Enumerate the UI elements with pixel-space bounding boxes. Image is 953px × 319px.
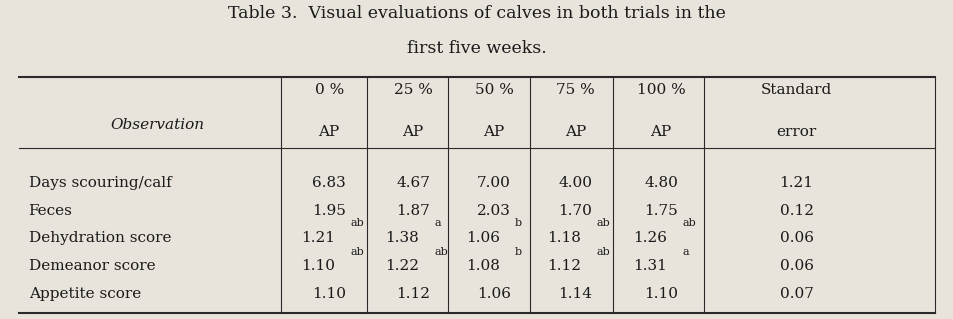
Text: 1.10: 1.10 bbox=[643, 287, 678, 301]
Text: AP: AP bbox=[402, 125, 423, 138]
Text: 1.18: 1.18 bbox=[546, 231, 580, 245]
Text: 75 %: 75 % bbox=[556, 83, 594, 97]
Text: Observation: Observation bbox=[111, 118, 204, 132]
Text: first five weeks.: first five weeks. bbox=[407, 40, 546, 57]
Text: 1.75: 1.75 bbox=[643, 204, 678, 218]
Text: ab: ab bbox=[350, 247, 363, 257]
Text: 1.21: 1.21 bbox=[300, 231, 335, 245]
Text: b: b bbox=[515, 218, 521, 228]
Text: b: b bbox=[515, 247, 521, 257]
Text: 6.83: 6.83 bbox=[312, 176, 346, 190]
Text: 4.00: 4.00 bbox=[558, 176, 592, 190]
Text: 1.95: 1.95 bbox=[312, 204, 346, 218]
Text: 50 %: 50 % bbox=[475, 83, 513, 97]
Text: Table 3.  Visual evaluations of calves in both trials in the: Table 3. Visual evaluations of calves in… bbox=[228, 5, 725, 22]
Text: 1.31: 1.31 bbox=[632, 259, 666, 273]
Text: ab: ab bbox=[434, 247, 447, 257]
Text: Demeanor score: Demeanor score bbox=[29, 259, 155, 273]
Text: error: error bbox=[776, 125, 816, 138]
Text: ab: ab bbox=[596, 247, 609, 257]
Text: 25 %: 25 % bbox=[394, 83, 432, 97]
Text: 1.14: 1.14 bbox=[558, 287, 592, 301]
Text: 0.06: 0.06 bbox=[779, 231, 813, 245]
Text: AP: AP bbox=[564, 125, 585, 138]
Text: 1.10: 1.10 bbox=[300, 259, 335, 273]
Text: a: a bbox=[434, 218, 440, 228]
Text: 1.12: 1.12 bbox=[395, 287, 430, 301]
Text: Feces: Feces bbox=[29, 204, 72, 218]
Text: 1.06: 1.06 bbox=[465, 231, 499, 245]
Text: AP: AP bbox=[650, 125, 671, 138]
Text: 1.08: 1.08 bbox=[465, 259, 499, 273]
Text: Appetite score: Appetite score bbox=[29, 287, 141, 301]
Text: 1.26: 1.26 bbox=[632, 231, 666, 245]
Text: 1.10: 1.10 bbox=[312, 287, 346, 301]
Text: Dehydration score: Dehydration score bbox=[29, 231, 171, 245]
Text: 0.06: 0.06 bbox=[779, 259, 813, 273]
Text: AP: AP bbox=[318, 125, 339, 138]
Text: 100 %: 100 % bbox=[636, 83, 685, 97]
Text: 4.80: 4.80 bbox=[643, 176, 678, 190]
Text: 1.70: 1.70 bbox=[558, 204, 592, 218]
Text: AP: AP bbox=[483, 125, 504, 138]
Text: Standard: Standard bbox=[760, 83, 831, 97]
Text: ab: ab bbox=[596, 218, 609, 228]
Text: 7.00: 7.00 bbox=[476, 176, 511, 190]
Text: Days scouring/calf: Days scouring/calf bbox=[29, 176, 172, 190]
Text: ab: ab bbox=[681, 218, 695, 228]
Text: 0.07: 0.07 bbox=[779, 287, 813, 301]
Text: a: a bbox=[681, 247, 688, 257]
Text: 1.22: 1.22 bbox=[384, 259, 418, 273]
Text: 1.06: 1.06 bbox=[476, 287, 511, 301]
Text: ab: ab bbox=[350, 218, 363, 228]
Text: 0.12: 0.12 bbox=[779, 204, 813, 218]
Text: 1.87: 1.87 bbox=[395, 204, 430, 218]
Text: 0 %: 0 % bbox=[314, 83, 343, 97]
Text: 1.21: 1.21 bbox=[779, 176, 813, 190]
Text: 2.03: 2.03 bbox=[476, 204, 511, 218]
Text: 1.12: 1.12 bbox=[546, 259, 580, 273]
Text: 1.38: 1.38 bbox=[384, 231, 418, 245]
Text: 4.67: 4.67 bbox=[395, 176, 430, 190]
